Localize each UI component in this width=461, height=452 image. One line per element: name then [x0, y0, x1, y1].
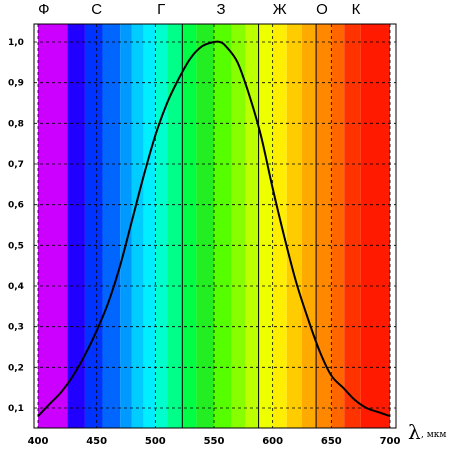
y-tick-label-7: 0,8	[8, 119, 24, 129]
band-2-segment-1	[143, 24, 156, 428]
band-1-segment-3	[120, 24, 132, 428]
x-axis-symbol: λ	[408, 420, 421, 444]
y-tick-label-2: 0,3	[8, 323, 24, 333]
band-label-3: З	[217, 1, 226, 18]
x-tick-label-5: 650	[321, 436, 342, 447]
x-tick-label-3: 550	[204, 436, 225, 447]
x-tick-label-4: 600	[262, 436, 283, 447]
plot-frame	[33, 23, 397, 429]
band-label-4: Ж	[273, 1, 287, 18]
grid	[34, 24, 396, 428]
band-1-segment-2	[102, 24, 121, 428]
band-3-segment-3	[231, 24, 246, 428]
band-4-segment-0	[245, 24, 259, 428]
band-3-segment-1	[196, 24, 214, 428]
y-tick-label-5: 0,6	[8, 201, 24, 211]
band-6-segment-1	[360, 24, 390, 428]
y-tick-label-6: 0,7	[8, 160, 24, 170]
band-0-segment-0	[38, 24, 68, 428]
x-tick-label-2: 500	[145, 436, 166, 447]
y-tick-label-1: 0,2	[8, 363, 24, 373]
band-1-segment-1	[84, 24, 103, 428]
band-label-5: О	[316, 1, 328, 18]
x-tick-label-6: 700	[380, 436, 401, 447]
band-label-0: Ф	[38, 1, 49, 18]
plot-border	[33, 23, 397, 429]
y-tick-label-3: 0,4	[8, 282, 24, 292]
y-tick-label-4: 0,5	[8, 241, 24, 251]
x-axis-label: λ , мкм	[408, 420, 446, 444]
x-tick-label-1: 450	[86, 436, 107, 447]
band-2-segment-2	[155, 24, 168, 428]
series-0-line	[37, 40, 391, 418]
curve-layer	[37, 40, 391, 418]
band-label-1: С	[91, 1, 102, 18]
y-tick-label-0: 0,1	[8, 404, 24, 414]
x-tick-label-0: 400	[28, 436, 49, 447]
band-5-segment-1	[316, 24, 332, 428]
band-label-2: Г	[157, 1, 165, 18]
band-label-6: К	[352, 1, 361, 18]
x-axis-unit: , мкм	[421, 430, 446, 440]
y-tick-label-9: 1,0	[8, 38, 24, 48]
y-tick-label-8: 0,9	[8, 79, 24, 89]
x-tick-labels: 400 450 500 550 600 650 700	[28, 436, 401, 447]
band-2-segment-0	[131, 24, 144, 428]
y-tick-labels: 0,1 0,2 0,3 0,4 0,5 0,6 0,7 0,8 0,9 1,0	[8, 38, 24, 414]
